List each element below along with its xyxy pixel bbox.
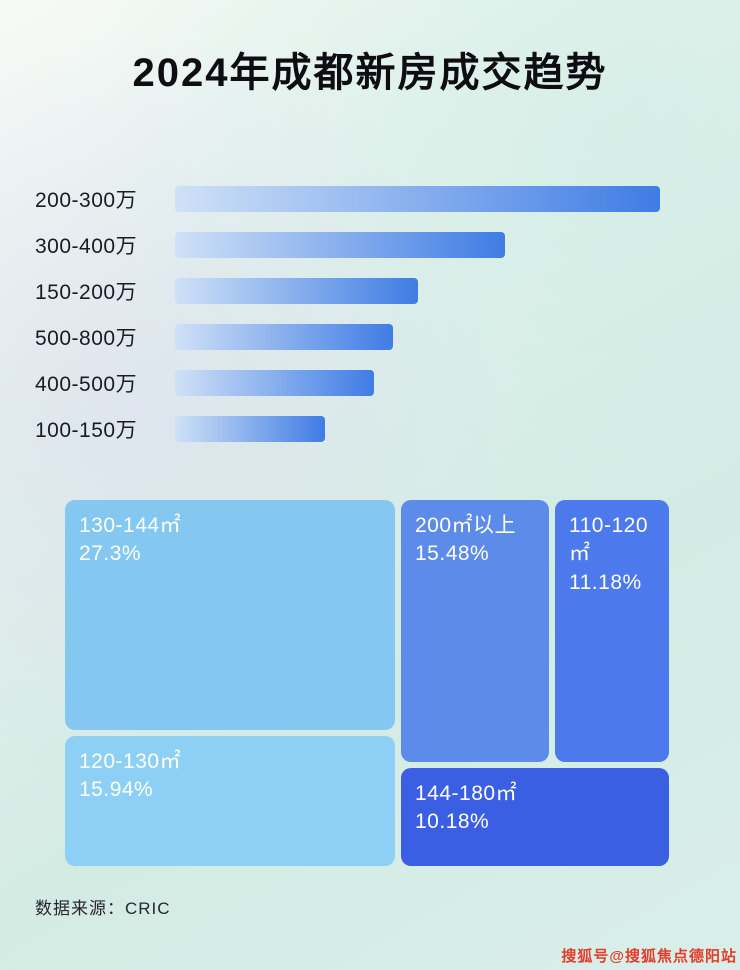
price-band-bar-chart: 200-300万 300-400万 150-200万 500-800万 400-…	[35, 176, 685, 452]
bar-label: 400-500万	[35, 373, 138, 396]
bar-fill	[175, 232, 505, 258]
treemap-block-label: 130-144㎡	[79, 514, 182, 537]
treemap-block-label: 200㎡以上	[415, 514, 517, 537]
bar-row: 500-800万	[35, 314, 685, 360]
treemap-block-label: 120-130㎡	[79, 750, 182, 773]
watermark: 搜狐号@搜狐焦点德阳站	[561, 948, 737, 965]
treemap-block-label: 110-120㎡	[569, 514, 649, 566]
treemap-block: 110-120㎡ 11.18%	[555, 500, 669, 762]
treemap-block-value: 27.3%	[79, 542, 142, 566]
treemap-block-value: 11.18%	[569, 570, 642, 594]
bar-label: 200-300万	[35, 189, 138, 212]
treemap-block: 200㎡以上 15.48%	[401, 500, 549, 762]
bar-fill	[175, 370, 374, 396]
bar-track	[175, 370, 660, 396]
bar-row: 150-200万	[35, 268, 685, 314]
bar-track	[175, 232, 660, 258]
bar-label: 300-400万	[35, 235, 138, 258]
bar-track	[175, 324, 660, 350]
bar-track	[175, 278, 660, 304]
page-title: 2024年成都新房成交趋势	[132, 51, 608, 95]
bar-fill	[175, 324, 394, 350]
treemap-block: 120-130㎡ 15.94%	[65, 736, 395, 866]
bar-row: 100-150万	[35, 406, 685, 452]
bar-row: 400-500万	[35, 360, 685, 406]
treemap-block: 130-144㎡ 27.3%	[65, 500, 395, 730]
treemap-block-label: 144-180㎡	[415, 782, 518, 805]
treemap-block-value: 10.18%	[415, 810, 490, 834]
bar-label: 500-800万	[35, 327, 138, 350]
bar-row: 200-300万	[35, 176, 685, 222]
treemap-block-value: 15.48%	[415, 542, 490, 566]
bar-row: 300-400万	[35, 222, 685, 268]
bar-track	[175, 186, 660, 212]
bar-label: 100-150万	[35, 419, 138, 442]
bar-track	[175, 416, 660, 442]
bar-fill	[175, 278, 418, 304]
data-source-note: 数据来源：CRIC	[35, 899, 171, 918]
bar-fill	[175, 416, 326, 442]
bar-fill	[175, 186, 660, 212]
bar-label: 150-200万	[35, 281, 138, 304]
area-share-treemap: 130-144㎡ 27.3% 200㎡以上 15.48% 110-120㎡ 11…	[65, 500, 669, 866]
treemap-block: 144-180㎡ 10.18%	[401, 768, 669, 866]
treemap-block-value: 15.94%	[79, 778, 154, 802]
